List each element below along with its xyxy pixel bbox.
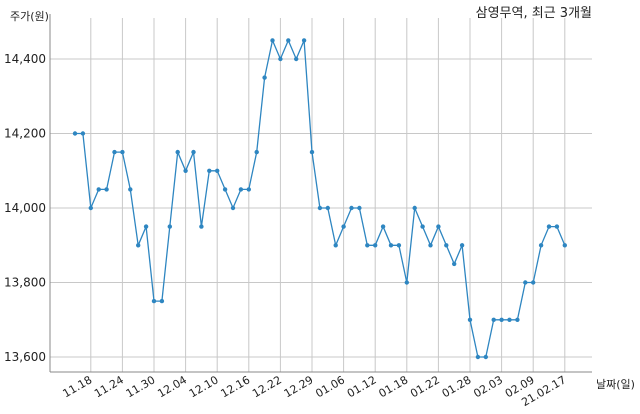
data-point: [404, 280, 409, 285]
data-point: [412, 205, 417, 211]
data-point: [222, 187, 228, 192]
data-point: [183, 168, 188, 173]
data-point: [167, 224, 172, 229]
x-tick-label: 01.28: [440, 373, 474, 400]
data-point: [112, 149, 117, 155]
data-point: [341, 224, 346, 229]
y-tick-labels: 13,600 13,800 14,000 14,200 14,400: [4, 52, 46, 364]
data-point: [120, 149, 125, 155]
data-point: [128, 187, 133, 192]
data-point: [373, 243, 378, 248]
grid: [50, 18, 592, 372]
data-point: [262, 75, 267, 80]
data-point: [507, 317, 512, 322]
y-tick-label: 13,800: [4, 276, 46, 290]
data-point: [467, 317, 473, 322]
data-point: [491, 317, 496, 322]
data-point: [254, 149, 259, 155]
data-point: [96, 187, 101, 192]
data-point: [499, 317, 504, 322]
data-point: [238, 187, 244, 192]
data-point: [199, 224, 204, 229]
data-point: [388, 243, 394, 248]
data-point: [349, 205, 354, 211]
data-point: [562, 243, 567, 248]
series-line: [75, 38, 566, 358]
x-tick-label: 12.22: [250, 373, 284, 400]
data-point: [325, 205, 330, 211]
data-point: [191, 149, 196, 155]
data-point: [523, 280, 528, 285]
x-tick-label: 11.18: [61, 373, 95, 400]
x-axis-label: 날짜(일): [596, 377, 635, 391]
x-tick-label: 02.03: [471, 373, 505, 400]
x-tick-label: 11.30: [124, 373, 158, 400]
data-point: [436, 224, 441, 229]
data-point: [459, 243, 465, 248]
data-point: [396, 243, 402, 248]
data-point: [475, 354, 481, 360]
data-point: [88, 205, 94, 211]
data-point: [151, 298, 157, 304]
x-tick-label: 11.24: [92, 373, 126, 400]
y-tick-label: 14,400: [4, 52, 46, 66]
data-point: [483, 354, 488, 360]
data-point: [333, 243, 338, 248]
data-point: [428, 243, 433, 248]
chart-title: 삼영무역, 최근 3개월: [476, 6, 592, 21]
data-point: [301, 38, 307, 43]
data-point: [104, 187, 109, 192]
data-point: [444, 243, 449, 248]
x-tick-label: 01.18: [377, 373, 411, 400]
data-point: [317, 205, 323, 211]
data-point: [72, 131, 78, 136]
data-point: [515, 317, 520, 322]
y-tick-label: 14,000: [4, 201, 46, 215]
data-point: [270, 38, 275, 43]
data-point: [420, 224, 425, 229]
data-point: [175, 149, 180, 155]
data-point: [143, 224, 149, 229]
data-point: [452, 261, 457, 267]
data-point: [309, 149, 315, 155]
y-tick-label: 14,200: [4, 127, 46, 141]
data-point: [554, 224, 560, 229]
axes: [49, 14, 592, 373]
data-point: [215, 168, 220, 173]
data-point: [538, 243, 544, 248]
x-tick-labels: 11.1811.2411.3012.0412.1012.1612.2212.29…: [61, 373, 569, 409]
x-tick-label: 12.29: [282, 373, 316, 400]
data-point: [80, 131, 86, 136]
y-tick-label: 13,600: [4, 350, 46, 364]
y-axis-label: 주가(원): [10, 10, 49, 23]
data-point: [294, 56, 299, 62]
x-tick-label: 01.22: [408, 373, 442, 400]
data-point: [546, 224, 552, 229]
x-tick-label: 12.10: [187, 373, 221, 400]
x-tick-label: 12.16: [219, 373, 253, 400]
data-point: [207, 168, 212, 173]
data-point: [357, 205, 362, 211]
data-point: [365, 243, 370, 248]
data-point: [286, 38, 291, 43]
data-point: [246, 187, 251, 192]
data-point: [278, 56, 283, 62]
x-tick-label: 01.12: [345, 373, 379, 400]
data-point: [531, 280, 536, 285]
data-point: [380, 224, 386, 229]
data-point: [230, 205, 236, 211]
data-point: [136, 243, 141, 248]
series-price: [72, 38, 567, 360]
data-point: [159, 298, 165, 304]
x-tick-label: 12.04: [155, 373, 189, 400]
x-tick-label: 01.06: [313, 373, 347, 400]
